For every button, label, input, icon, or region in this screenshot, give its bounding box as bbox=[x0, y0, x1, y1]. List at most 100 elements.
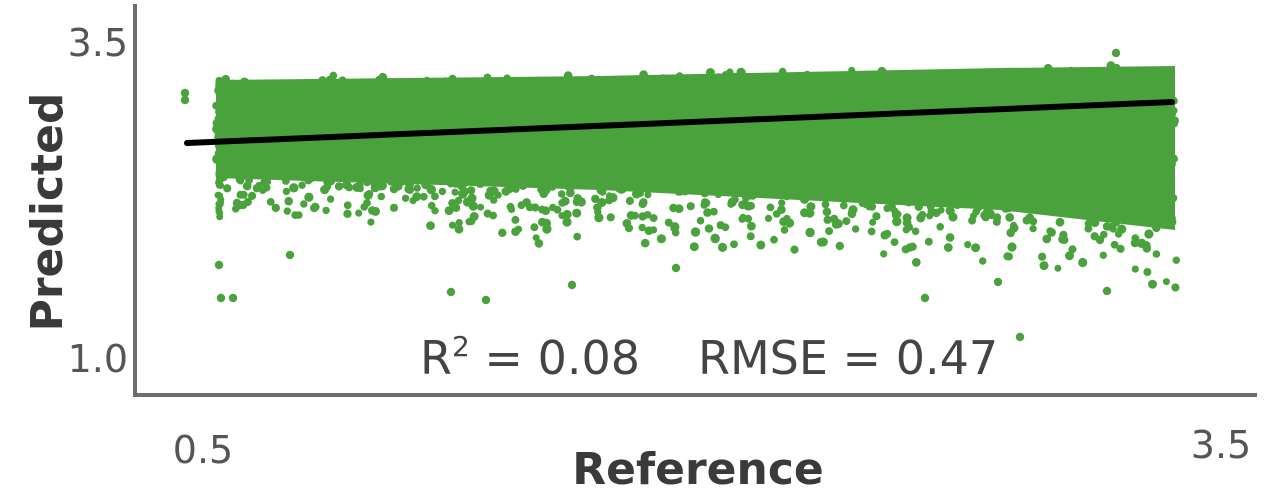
scatter-point bbox=[1110, 108, 1120, 117]
scatter-point bbox=[299, 146, 308, 155]
scatter-point bbox=[234, 118, 244, 128]
r-squared-annotation: R2 = 0.08 bbox=[420, 330, 640, 385]
scatter-point bbox=[918, 97, 927, 106]
scatter-point bbox=[235, 148, 244, 157]
scatter-point bbox=[344, 152, 352, 160]
scatter-point bbox=[862, 199, 871, 209]
scatter-point bbox=[1097, 148, 1106, 158]
scatter-point bbox=[1131, 169, 1141, 179]
scatter-point bbox=[845, 166, 853, 175]
scatter-point bbox=[607, 173, 615, 181]
scatter-point bbox=[705, 68, 715, 77]
scatter-point bbox=[634, 89, 643, 99]
scatter-point bbox=[640, 238, 650, 248]
scatter-point bbox=[801, 73, 809, 81]
scatter-point bbox=[384, 150, 393, 158]
scatter-point bbox=[483, 97, 492, 107]
scatter-point bbox=[593, 108, 603, 118]
scatter-point bbox=[744, 214, 753, 223]
scatter-point bbox=[1126, 178, 1136, 187]
scatter-point bbox=[1045, 148, 1055, 158]
scatter-point bbox=[366, 114, 376, 123]
scatter-point bbox=[1019, 166, 1027, 174]
scatter-point bbox=[440, 166, 449, 175]
scatter-point bbox=[407, 121, 416, 130]
scatter-point bbox=[987, 154, 998, 164]
scatter-point bbox=[756, 146, 765, 156]
scatter-point bbox=[216, 192, 224, 200]
scatter-point bbox=[1120, 147, 1130, 156]
scatter-point bbox=[842, 217, 851, 226]
scatter-point bbox=[257, 102, 266, 111]
scatter-point bbox=[647, 87, 655, 94]
scatter-point bbox=[988, 146, 998, 156]
y-axis-title: Predicted bbox=[22, 93, 73, 332]
scatter-point bbox=[548, 96, 556, 104]
x-tick-max: 3.5 bbox=[1191, 423, 1251, 467]
scatter-point bbox=[723, 71, 733, 81]
scatter-point bbox=[1127, 187, 1135, 195]
scatter-point bbox=[960, 70, 968, 78]
scatter-outlier bbox=[285, 250, 295, 260]
scatter-point bbox=[300, 200, 308, 208]
scatter-point bbox=[777, 205, 786, 214]
scatter-point bbox=[894, 149, 904, 159]
scatter-point bbox=[1112, 63, 1121, 73]
scatter-point bbox=[822, 150, 831, 159]
scatter-point bbox=[945, 91, 954, 100]
scatter-point bbox=[771, 107, 779, 116]
scatter-point bbox=[596, 156, 604, 165]
scatter-point bbox=[1143, 268, 1152, 276]
scatter-point bbox=[512, 185, 520, 193]
scatter-point bbox=[887, 152, 897, 162]
scatter-point bbox=[1134, 129, 1142, 137]
scatter-point bbox=[1078, 257, 1088, 268]
scatter-point bbox=[1065, 251, 1074, 261]
scatter-point bbox=[267, 165, 277, 174]
scatter-point bbox=[1122, 136, 1130, 144]
scatter-point bbox=[688, 102, 698, 112]
scatter-point bbox=[812, 133, 821, 142]
scatter-point bbox=[764, 101, 774, 111]
scatter-point bbox=[780, 226, 789, 234]
scatter-point bbox=[582, 137, 590, 145]
scatter-point bbox=[517, 165, 527, 175]
scatter-point bbox=[1170, 106, 1178, 115]
scatter-point bbox=[503, 74, 511, 82]
scatter-point bbox=[530, 116, 538, 124]
scatter-point bbox=[1090, 218, 1100, 228]
scatter-point bbox=[556, 134, 565, 142]
scatter-point bbox=[587, 135, 596, 144]
scatter-point bbox=[798, 143, 807, 151]
scatter-point bbox=[316, 164, 327, 174]
scatter-point bbox=[704, 154, 714, 164]
scatter-point bbox=[623, 129, 632, 138]
scatter-point bbox=[606, 213, 615, 222]
scatter-point bbox=[608, 140, 617, 149]
scatter-point bbox=[1088, 129, 1098, 139]
scatter-point bbox=[706, 128, 715, 137]
scatter-point bbox=[547, 103, 557, 112]
scatter-point bbox=[807, 105, 817, 115]
scatter-point bbox=[823, 89, 832, 97]
scatter-point bbox=[282, 153, 292, 163]
scatter-point bbox=[353, 125, 363, 134]
scatter-point bbox=[795, 95, 806, 106]
scatter-point bbox=[1166, 170, 1174, 178]
scatter-point bbox=[243, 197, 252, 207]
scatter-point bbox=[1131, 89, 1140, 98]
scatter-point bbox=[538, 205, 547, 214]
scatter-point bbox=[1113, 132, 1123, 142]
scatter-point bbox=[515, 102, 524, 110]
scatter-point bbox=[447, 141, 457, 151]
scatter-point bbox=[350, 164, 358, 172]
scatter-point bbox=[838, 74, 846, 82]
scatter-point bbox=[858, 190, 865, 198]
scatter-outlier bbox=[216, 293, 226, 303]
scatter-point bbox=[748, 182, 757, 191]
scatter-point bbox=[964, 177, 973, 186]
scatter-point bbox=[287, 114, 297, 124]
scatter-point bbox=[1093, 79, 1103, 89]
scatter-point bbox=[460, 95, 470, 105]
scatter-point bbox=[632, 181, 641, 190]
